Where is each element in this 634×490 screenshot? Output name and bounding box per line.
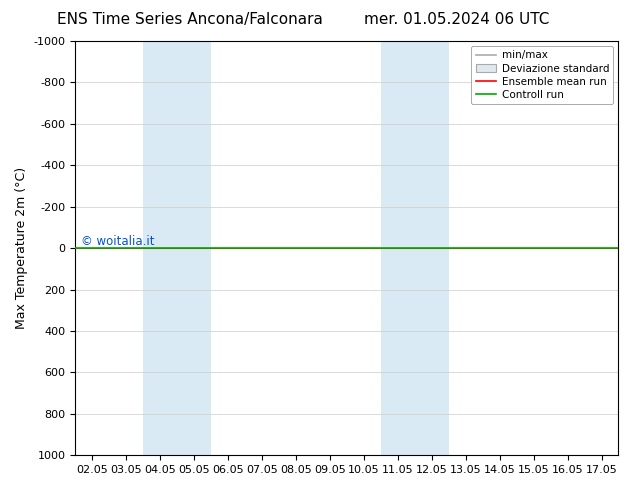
Text: ENS Time Series Ancona/Falconara: ENS Time Series Ancona/Falconara	[57, 12, 323, 27]
Text: © woitalia.it: © woitalia.it	[81, 235, 154, 248]
Text: mer. 01.05.2024 06 UTC: mer. 01.05.2024 06 UTC	[364, 12, 549, 27]
Bar	[381, 41, 449, 455]
Bar	[143, 41, 211, 455]
Legend: min/max, Deviazione standard, Ensemble mean run, Controll run: min/max, Deviazione standard, Ensemble m…	[472, 46, 613, 104]
Y-axis label: Max Temperature 2m (°C): Max Temperature 2m (°C)	[15, 167, 28, 329]
